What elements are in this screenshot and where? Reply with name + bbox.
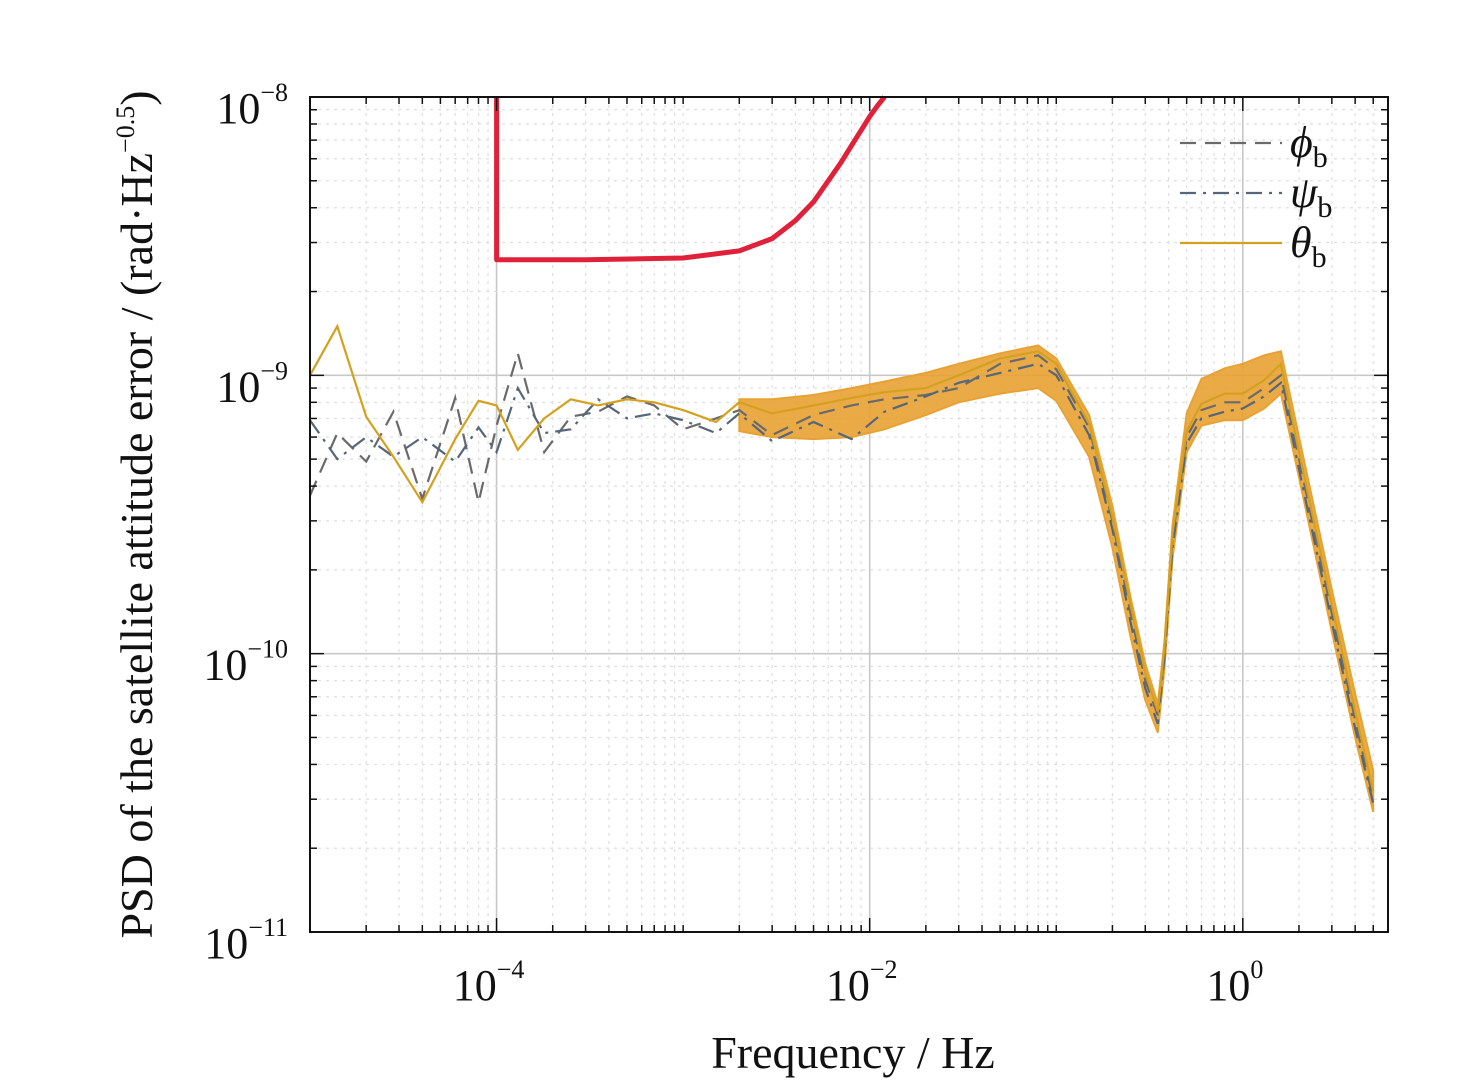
x-tick-label: 10−4 — [453, 955, 525, 1010]
series-line-0 — [308, 349, 1375, 800]
x-tick-label: 10−2 — [826, 955, 898, 1010]
y-tick-label: 10−8 — [216, 78, 288, 133]
overlap-band-area — [738, 344, 1375, 813]
legend-entry: ψb — [1290, 168, 1332, 224]
grid-lines — [309, 97, 1389, 933]
y-tick-label: 10−9 — [216, 356, 288, 411]
x-tick-label: 100 — [1206, 955, 1263, 1010]
plot-frame — [309, 96, 1389, 933]
legend-entry: ϕb — [1290, 118, 1328, 174]
y-tick-labels: 10−8 10−9 10−10 10−11 — [203, 78, 288, 968]
overlap-band — [738, 344, 1375, 813]
x-axis-label: Frequency / Hz — [711, 1027, 995, 1078]
y-tick-label: 10−11 — [204, 913, 288, 968]
x-tick-labels: 10−4 10−2 100 — [453, 955, 1264, 1010]
y-axis-label-exponent: −0.5 — [111, 106, 140, 153]
series-lines — [308, 323, 1375, 804]
tick-marks — [309, 97, 1389, 933]
y-axis-label: PSD of the satellite attitude error / (r… — [111, 90, 162, 938]
y-axis-label-close: ) — [111, 90, 162, 105]
legend-entry: θb — [1290, 218, 1327, 274]
series-line-1 — [309, 362, 1375, 804]
requirement-curve — [494, 95, 887, 263]
series-line-2 — [309, 323, 1375, 792]
y-axis-label-main: PSD of the satellite attitude error / (r… — [111, 153, 162, 939]
y-tick-label: 10−10 — [203, 635, 288, 690]
requirement-line — [494, 95, 887, 263]
